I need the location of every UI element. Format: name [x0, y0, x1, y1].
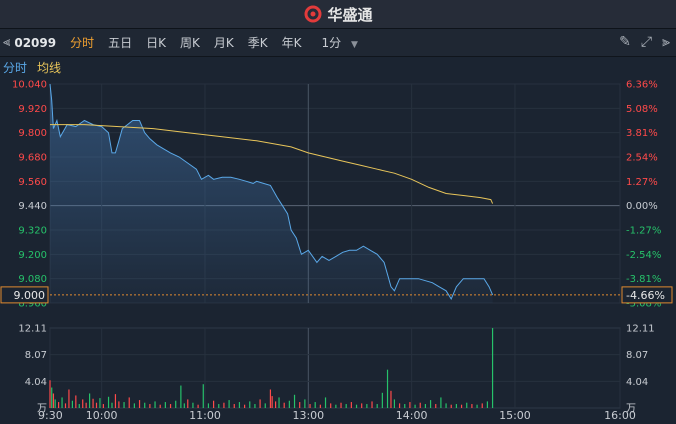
volume-tick-label: 12.11 [626, 324, 655, 335]
pct-tick-label: -5.08% [626, 299, 661, 310]
tab-5day[interactable]: 五日 [108, 36, 133, 50]
time-tick-label: 13:00 [292, 409, 324, 422]
price-tick-label: 9.800 [18, 128, 47, 139]
pct-tick-label: 2.54% [626, 153, 658, 164]
average-line [50, 124, 494, 204]
pct-tick-label: -2.54% [626, 250, 661, 261]
volume-tick-label: 4.04 [626, 377, 648, 388]
time-tick-label: 9:30 [38, 409, 63, 422]
volume-tick-label: 万 [37, 404, 47, 415]
tab-fenshi[interactable]: 分时 [70, 36, 95, 50]
brand-icon [304, 5, 322, 23]
chart-toolbar: ⫷ 02099 分时 五日 日K 周K 月K 季K 年K 1分 ▼ ✎ ⤢ ⫸ [0, 29, 676, 57]
current-pct-box [621, 286, 673, 304]
time-tick-label: 11:00 [189, 409, 221, 422]
volume-tick-label: 4.04 [25, 377, 47, 388]
tab-quarterly-k[interactable]: 季K [247, 36, 268, 50]
brand-logo: 华盛通 [303, 4, 373, 25]
tab-weekly-k[interactable]: 周K [180, 36, 200, 50]
chart-legend: 分时 均线 [0, 57, 676, 77]
toolbar-actions: ✎ ⤢ ⫸ [619, 34, 670, 50]
current-pct-badge: -4.66% [621, 286, 673, 304]
legend-fenshi: 分时 [3, 60, 28, 75]
price-tick-label: 10.040 [12, 80, 47, 91]
title-bar: 华盛通 [0, 0, 676, 29]
legend-average: 均线 [37, 60, 62, 75]
volume-tick-label: 万 [626, 404, 636, 415]
volume-tick-label: 12.11 [18, 324, 47, 335]
current-price-box [0, 286, 49, 304]
pct-tick-label: 1.27% [626, 177, 658, 188]
pct-tick-label: 0.00% [626, 201, 658, 212]
price-area [50, 84, 493, 303]
brand-name: 华盛通 [327, 5, 373, 24]
time-tick-label: 10:00 [86, 409, 118, 422]
fullscreen-icon[interactable]: ⤢ [640, 34, 653, 50]
pct-tick-label: 5.08% [626, 104, 658, 115]
price-area-fill [50, 84, 493, 303]
volume-bars [49, 328, 494, 408]
tab-monthly-k[interactable]: 月K [213, 36, 234, 50]
price-tick-label: 9.320 [18, 226, 47, 237]
price-tick-label: 8.960 [18, 299, 47, 310]
pct-tick-label: -3.81% [626, 274, 661, 285]
volume-tick-label: 8.07 [626, 350, 648, 361]
price-line [49, 83, 494, 300]
pct-tick-label: -1.27% [626, 226, 661, 237]
time-tick-label: 15:00 [499, 409, 531, 422]
chart-lines [49, 83, 620, 300]
tab-daily-k[interactable]: 日K [146, 36, 166, 50]
current-price-badge: 9.000 [0, 286, 49, 304]
interval-value: 1分 [321, 36, 342, 50]
price-tick-label: 9.200 [18, 250, 47, 261]
current-pct-text: -4.66% [626, 289, 665, 302]
tab-yearly-k[interactable]: 年K [281, 36, 302, 50]
interval-select[interactable]: 1分 ▼ [322, 34, 358, 51]
chevron-down-icon: ▼ [350, 40, 358, 50]
volume-frame [49, 327, 621, 409]
price-tick-label: 9.080 [18, 274, 47, 285]
time-tick-label: 14:00 [396, 409, 428, 422]
time-tick-label: 16:00 [604, 409, 636, 422]
volume-tick-label: 8.07 [25, 350, 47, 361]
current-price-text: 9.000 [14, 289, 46, 302]
axis-labels: 10.040 9.920 9.800 9.680 9.560 9.440 9.320 9.20… [0, 80, 673, 422]
pencil-icon[interactable]: ✎ [619, 34, 631, 50]
pct-tick-label: 3.81% [626, 128, 658, 139]
left-collapse-icon[interactable]: ⫷ [3, 35, 11, 50]
price-tick-label: 9.920 [18, 104, 47, 115]
pct-tick-label: 6.36% [626, 80, 658, 91]
price-tick-label: 9.680 [18, 153, 47, 164]
price-tick-label: 9.440 [18, 201, 47, 212]
price-tick-label: 9.560 [18, 177, 47, 188]
sidebar-toggle-icon[interactable]: ⫸ [662, 34, 670, 50]
stock-code: 02099 [14, 35, 57, 50]
